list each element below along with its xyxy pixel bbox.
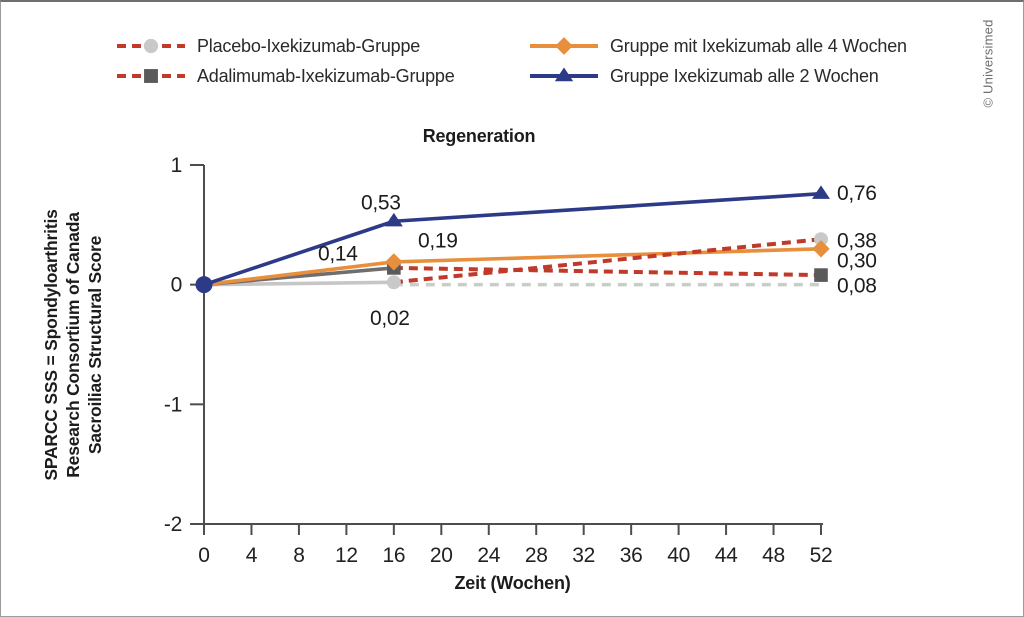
x-tick-label: 4 bbox=[246, 544, 258, 567]
legend-label: Gruppe Ixekizumab alle 2 Wochen bbox=[610, 65, 879, 86]
x-tick-label: 40 bbox=[667, 544, 690, 567]
x-tick-label: 28 bbox=[525, 544, 548, 567]
square-icon bbox=[144, 69, 158, 83]
data-point-label-2-2: 0,30 bbox=[837, 249, 877, 272]
diamond-icon bbox=[555, 37, 573, 55]
x-tick-label: 24 bbox=[477, 544, 500, 567]
legend-swatch-placebo bbox=[117, 38, 185, 54]
legend-swatch-ixekizumab-q4w bbox=[530, 37, 598, 55]
series-line-segment-2-0 bbox=[203, 260, 395, 287]
x-tick-label: 8 bbox=[293, 544, 304, 567]
data-point-label-2-1: 0,19 bbox=[418, 229, 458, 252]
data-point-label-0-1: 0,02 bbox=[370, 307, 410, 330]
x-axis-label: Zeit (Wochen) bbox=[454, 573, 571, 593]
legend-item-ixekizumab-q4w: Gruppe mit Ixekizumab alle 4 Wochen bbox=[529, 33, 907, 59]
x-tick-label: 44 bbox=[715, 544, 738, 567]
data-point-label-1-1: 0,14 bbox=[318, 242, 358, 265]
y-tick-label: -2 bbox=[164, 513, 182, 536]
y-tick-label: -1 bbox=[164, 393, 182, 416]
triangle-icon bbox=[554, 67, 574, 82]
data-point-marker-3-1 bbox=[384, 212, 403, 227]
series-line-segment-3-0 bbox=[203, 219, 395, 287]
legend-swatch-adalimumab bbox=[117, 69, 185, 83]
data-point-marker-0-1 bbox=[386, 275, 401, 290]
x-tick-label: 12 bbox=[335, 544, 358, 567]
data-point-marker-1-2 bbox=[814, 268, 828, 282]
x-tick-label: 16 bbox=[382, 544, 405, 567]
legend-item-ixekizumab-q2w: Gruppe Ixekizumab alle 2 Wochen bbox=[529, 63, 907, 89]
y-tick-label: 1 bbox=[171, 154, 182, 177]
origin-point-marker bbox=[195, 276, 213, 294]
data-point-label-3-2: 0,76 bbox=[837, 182, 877, 205]
data-point-label-1-2: 0,08 bbox=[837, 275, 877, 298]
series-line-segment-0-1 bbox=[393, 237, 822, 285]
data-point-marker-0-2 bbox=[814, 232, 828, 247]
legend-label: Placebo-Ixekizumab-Gruppe bbox=[197, 35, 421, 56]
x-tick-label: 36 bbox=[620, 544, 643, 567]
legend-item-adalimumab: Adalimumab-Ixekizumab-Gruppe bbox=[116, 63, 455, 89]
series-line-segment-3-1 bbox=[393, 191, 822, 224]
data-point-marker-3-2 bbox=[812, 185, 830, 199]
legend-label: Gruppe mit Ixekizumab alle 4 Wochen bbox=[610, 35, 907, 56]
legend-left-column: Placebo-Ixekizumab-Gruppe Adalimumab-Ixe… bbox=[116, 33, 455, 89]
legend-label: Adalimumab-Ixekizumab-Gruppe bbox=[197, 65, 455, 86]
x-tick-label: 20 bbox=[430, 544, 453, 567]
legend-right-column: Gruppe mit Ixekizumab alle 4 Wochen Grup… bbox=[529, 33, 907, 89]
series-line-segment-1-1 bbox=[393, 265, 822, 278]
series-line-segment-2-1 bbox=[393, 246, 822, 264]
x-tick-label: 0 bbox=[198, 544, 209, 567]
y-tick-label: 0 bbox=[171, 274, 182, 297]
legend-item-placebo: Placebo-Ixekizumab-Gruppe bbox=[116, 33, 455, 59]
circle-icon bbox=[143, 38, 159, 54]
legend-swatch-ixekizumab-q2w bbox=[530, 67, 598, 82]
x-tick-label: 32 bbox=[572, 544, 595, 567]
series-line-segment-0-0 bbox=[203, 280, 394, 287]
data-point-marker-2-2 bbox=[812, 240, 830, 258]
x-tick-label: 48 bbox=[762, 544, 785, 567]
data-point-label-0-2: 0,38 bbox=[837, 230, 877, 253]
x-tick-label: 52 bbox=[810, 544, 833, 567]
data-point-label-3-1: 0,53 bbox=[361, 192, 401, 215]
chart-title: Regeneration bbox=[422, 126, 536, 146]
